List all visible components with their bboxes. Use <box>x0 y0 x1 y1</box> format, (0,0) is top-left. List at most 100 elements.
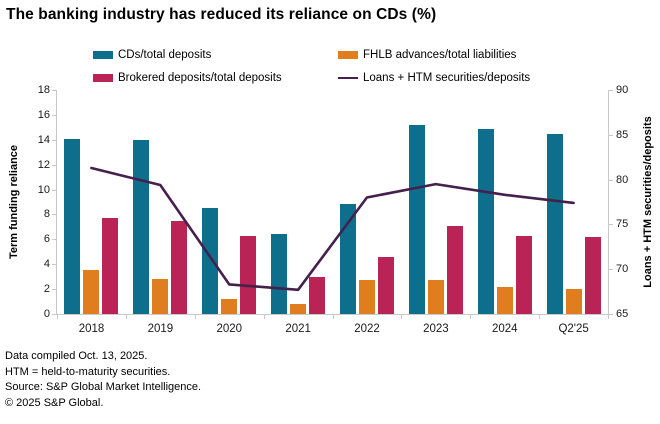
legend-item-cds: CDs/total deposits <box>93 49 338 61</box>
bar-fhlb-advances <box>221 299 238 314</box>
footnote-htm-definition: HTM = held-to-maturity securities. <box>5 365 171 378</box>
right-tick-mark <box>609 224 613 226</box>
legend-label-cds: CDs/total deposits <box>118 49 212 61</box>
legend-swatch-cds <box>93 51 113 59</box>
left-tick-mark <box>52 239 56 241</box>
bar-fhlb-advances <box>496 286 513 314</box>
x-axis-label: 2024 <box>491 323 518 335</box>
bar-brokered-deposits <box>171 220 188 314</box>
right-tick-label: 90 <box>616 84 629 96</box>
bottom-axis-line <box>56 314 609 315</box>
left-tick-mark <box>52 139 56 141</box>
bar-brokered-deposits <box>584 236 601 314</box>
legend-label-fhlb: FHLB advances/total liabilities <box>363 49 517 61</box>
bar-cds <box>477 128 494 314</box>
right-tick-label: 80 <box>616 173 629 186</box>
legend-label-loans-htm: Loans + HTM securities/deposits <box>363 72 531 84</box>
bar-fhlb-advances <box>290 304 307 314</box>
footnote-compiled: Data compiled Oct. 13, 2025. <box>5 350 148 362</box>
right-tick-label: 70 <box>616 263 629 276</box>
loans-htm-line <box>90 166 575 292</box>
x-axis-label: 2022 <box>354 323 380 335</box>
bar-brokered-deposits <box>102 218 119 314</box>
bar-fhlb-advances <box>565 289 582 314</box>
left-axis-title: Term funding reliance <box>8 144 20 260</box>
bar-cds <box>271 234 288 314</box>
footnote-source: Source: S&P Global Market Intelligence. <box>5 381 202 393</box>
left-tick-mark <box>52 189 56 191</box>
x-axis-tick-mark <box>539 315 541 319</box>
line-path <box>90 166 575 292</box>
right-tick-mark <box>609 314 613 315</box>
bar-cds <box>546 133 563 314</box>
x-axis-label: 2021 <box>285 323 311 335</box>
x-axis-tick-mark <box>470 315 472 319</box>
right-tick-label: 75 <box>616 218 629 231</box>
left-tick-label: 4 <box>43 258 50 271</box>
x-axis-tick-mark <box>401 315 403 319</box>
bar-cds <box>202 208 219 314</box>
x-axis-label: 2018 <box>78 323 105 335</box>
left-tick-mark <box>52 214 56 216</box>
legend-item-loans-htm: Loans + HTM securities/deposits <box>338 72 530 84</box>
x-axis-tick-mark <box>332 315 334 319</box>
x-axis-label: 2023 <box>423 323 449 335</box>
left-tick-label: 18 <box>37 84 50 96</box>
right-tick-label: 65 <box>616 308 629 320</box>
right-tick-mark <box>609 134 613 136</box>
bar-fhlb-advances <box>427 280 444 314</box>
left-tick-label: 10 <box>37 183 50 196</box>
bar-cds <box>64 138 81 314</box>
right-tick-label: 85 <box>616 128 629 141</box>
left-tick-mark <box>52 90 56 91</box>
x-axis-tick-mark <box>57 315 58 319</box>
footnote-copyright: © 2025 S&P Global. <box>5 396 104 409</box>
bar-brokered-deposits <box>446 225 463 314</box>
left-tick-label: 6 <box>43 233 50 246</box>
right-tick-mark <box>609 179 613 181</box>
left-tick-mark <box>52 114 56 116</box>
legend-swatch-brokered <box>93 74 113 82</box>
left-tick-label: 16 <box>37 108 50 121</box>
right-tick-mark <box>609 269 613 271</box>
bar-fhlb-advances <box>152 279 169 314</box>
left-tick-mark <box>52 164 56 166</box>
left-tick-label: 0 <box>43 308 50 320</box>
x-axis-tick-mark <box>608 315 609 319</box>
bar-cds <box>408 124 425 314</box>
left-tick-mark <box>52 264 56 266</box>
right-axis-line <box>608 90 609 314</box>
left-tick-label: 8 <box>43 208 50 221</box>
x-axis-tick-mark <box>263 315 265 319</box>
bar-brokered-deposits <box>377 256 394 314</box>
left-tick-label: 2 <box>43 283 50 296</box>
legend: CDs/total deposits FHLB advances/total l… <box>93 49 530 84</box>
x-axis-label: Q2'25 <box>558 323 589 335</box>
x-axis-label: 2020 <box>216 323 243 335</box>
chart-title: The banking industry has reduced its rel… <box>6 6 437 23</box>
footnotes: Data compiled Oct. 13, 2025. HTM = held-… <box>5 349 201 411</box>
legend-swatch-loans-htm <box>338 76 358 80</box>
left-tick-mark <box>52 314 56 315</box>
bar-cds <box>133 139 150 314</box>
legend-swatch-fhlb <box>338 51 358 59</box>
x-axis-label: 2019 <box>147 323 174 335</box>
x-axis-tick-mark <box>194 315 196 319</box>
bar-fhlb-advances <box>83 270 100 314</box>
bar-cds <box>339 204 356 314</box>
right-tick-mark <box>609 90 613 91</box>
bar-brokered-deposits <box>240 235 257 314</box>
bar-brokered-deposits <box>515 235 532 314</box>
bar-brokered-deposits <box>309 276 326 314</box>
x-axis-tick-mark <box>125 315 127 319</box>
legend-item-brokered: Brokered deposits/total deposits <box>93 72 338 84</box>
left-tick-mark <box>52 289 56 291</box>
left-tick-label: 14 <box>37 133 50 146</box>
left-tick-label: 12 <box>37 158 50 171</box>
legend-label-brokered: Brokered deposits/total deposits <box>118 72 282 84</box>
left-axis-line <box>56 90 57 314</box>
bar-fhlb-advances <box>358 280 375 314</box>
legend-item-fhlb: FHLB advances/total liabilities <box>338 49 530 61</box>
